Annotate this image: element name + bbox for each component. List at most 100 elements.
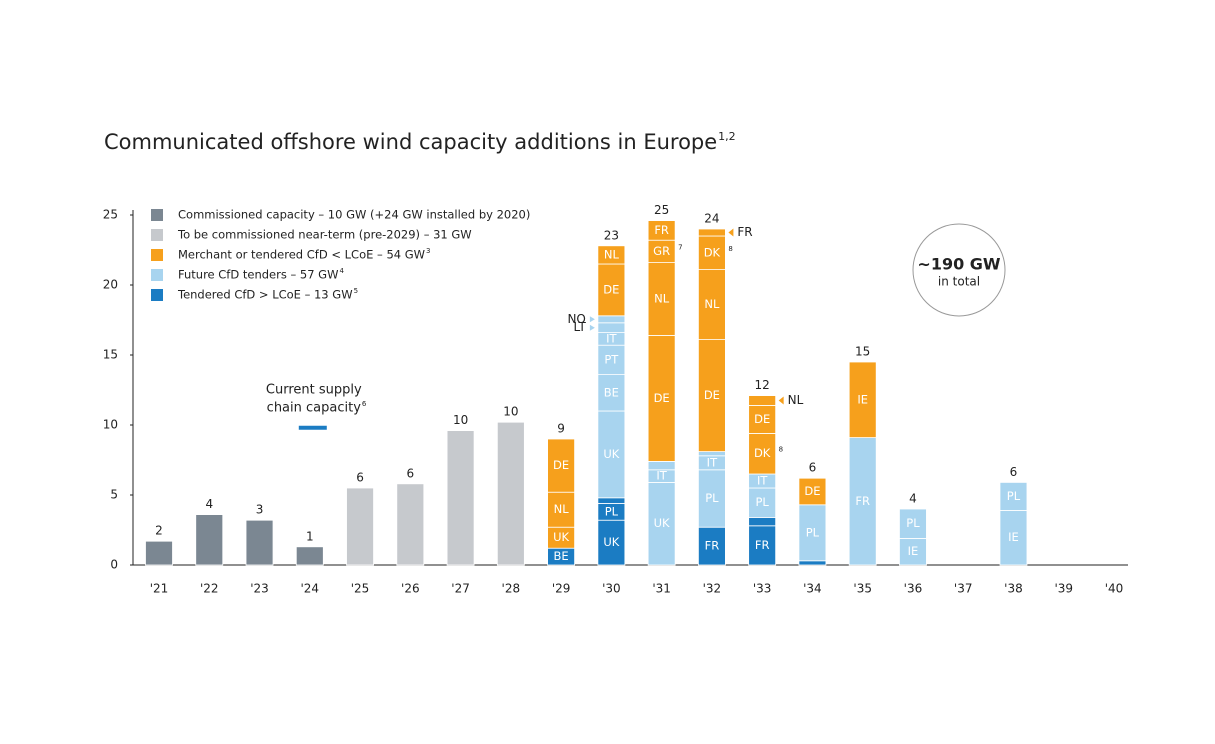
- y-tick-label: 15: [103, 348, 118, 362]
- legend-swatch: [151, 249, 163, 261]
- legend-note: 3: [426, 247, 430, 255]
- segment-label: FR: [654, 223, 669, 237]
- segment-label: FR: [855, 494, 870, 508]
- callout-arrow: [589, 316, 595, 323]
- callout-arrow: [728, 228, 734, 237]
- bar-segment: [798, 560, 827, 566]
- total-label: 12: [755, 378, 770, 392]
- legend-note: 5: [354, 287, 358, 295]
- segment-label: NL: [654, 292, 670, 306]
- bar-segment: [697, 469, 726, 528]
- segment-label: PL: [605, 504, 619, 518]
- bar-segment: [748, 395, 777, 406]
- bar-segment: [597, 374, 626, 412]
- bar-segment: [697, 228, 726, 237]
- bar-segment: [697, 269, 726, 341]
- bar-segment: [597, 344, 626, 376]
- bar-segment: [748, 525, 777, 566]
- bar-segment: [145, 540, 173, 566]
- y-tick-label: 0: [110, 558, 118, 572]
- bar-segment: [597, 497, 626, 504]
- total-label: 6: [356, 471, 364, 485]
- total-badge: [912, 223, 1006, 317]
- bar-segment: [899, 538, 927, 566]
- segment-callout: FR: [737, 225, 752, 239]
- y-tick-label: 5: [110, 488, 118, 502]
- x-tick-label: '24: [301, 582, 320, 596]
- legend-swatch: [151, 229, 163, 241]
- bar-segment: [547, 438, 576, 493]
- title-note: 1,2: [718, 130, 736, 143]
- x-tick-label: '40: [1105, 582, 1124, 596]
- segment-label: DK: [704, 245, 721, 259]
- bar-segment: [848, 437, 877, 566]
- segment-label: UK: [654, 516, 670, 530]
- bar-segment: [999, 509, 1028, 566]
- bar-segment: [748, 517, 777, 527]
- callout-arrow: [778, 396, 784, 405]
- y-tick-label: 25: [103, 208, 118, 222]
- legend-label: Merchant or tendered CfD < LCoE – 54 GW: [178, 248, 425, 262]
- x-tick-label: '22: [200, 582, 219, 596]
- segment-label: DE: [654, 391, 670, 405]
- total-label: 24: [704, 212, 719, 226]
- chart-title: Communicated offshore wind capacity addi…: [104, 130, 717, 154]
- segment-label: NL: [604, 247, 620, 261]
- segment-callout: NO: [567, 312, 585, 326]
- segment-label: DK: [754, 446, 771, 460]
- segment-label: BE: [604, 385, 619, 399]
- y-tick-label: 10: [103, 418, 118, 432]
- x-tick-label: '35: [853, 582, 872, 596]
- segment-label: FR: [755, 538, 770, 552]
- total-label: 1: [306, 529, 314, 543]
- bar-segment: [346, 487, 374, 566]
- bar-segment: [446, 430, 475, 566]
- x-tick-label: '21: [150, 582, 169, 596]
- legend-label: Tendered CfD > LCoE – 13 GW: [177, 288, 353, 302]
- bar-segment: [396, 483, 425, 566]
- segment-label: PL: [806, 525, 820, 539]
- segment-label: IT: [606, 331, 617, 345]
- x-tick-label: '26: [401, 582, 420, 596]
- x-tick-label: '37: [954, 582, 973, 596]
- segment-callout: NL: [788, 393, 804, 407]
- total-label: 6: [809, 461, 817, 475]
- segment-label: IE: [908, 544, 919, 558]
- x-tick-label: '36: [904, 582, 923, 596]
- x-tick-label: '23: [250, 582, 269, 596]
- total-label: 4: [205, 497, 213, 511]
- segment-note: 7: [678, 243, 682, 251]
- segment-label: BE: [554, 549, 569, 563]
- total-label: 4: [909, 492, 917, 506]
- segment-label: PL: [705, 491, 719, 505]
- segment-label: FR: [705, 539, 720, 553]
- bar-segment: [748, 404, 777, 434]
- total-label: 9: [557, 422, 565, 436]
- total-label: 15: [855, 345, 870, 359]
- bar-segment: [848, 361, 877, 438]
- segment-label: DE: [704, 388, 720, 402]
- bar-segment: [597, 315, 626, 324]
- segment-label: IT: [656, 469, 667, 483]
- legend-swatch: [151, 209, 163, 221]
- x-tick-label: '34: [803, 582, 822, 596]
- y-tick-label: 20: [103, 278, 118, 292]
- segment-label: NL: [704, 297, 720, 311]
- callout-arrow: [589, 324, 595, 331]
- legend-note: 4: [339, 267, 344, 275]
- segment-label: UK: [603, 535, 619, 549]
- total-label: 3: [256, 503, 264, 517]
- supply-chain-label: Current supply: [266, 383, 362, 398]
- bar-segment: [798, 477, 827, 506]
- bar-segment: [597, 263, 626, 317]
- x-tick-label: '32: [703, 582, 722, 596]
- segment-label: PL: [906, 516, 920, 530]
- segment-label: IT: [707, 455, 718, 469]
- legend-swatch: [151, 289, 163, 301]
- segment-label: IE: [1008, 530, 1019, 544]
- x-tick-label: '27: [451, 582, 470, 596]
- badge-value: ~190 GW: [917, 255, 1001, 274]
- legend-label: Future CfD tenders – 57 GW: [178, 268, 338, 282]
- bar-segment: [245, 519, 274, 566]
